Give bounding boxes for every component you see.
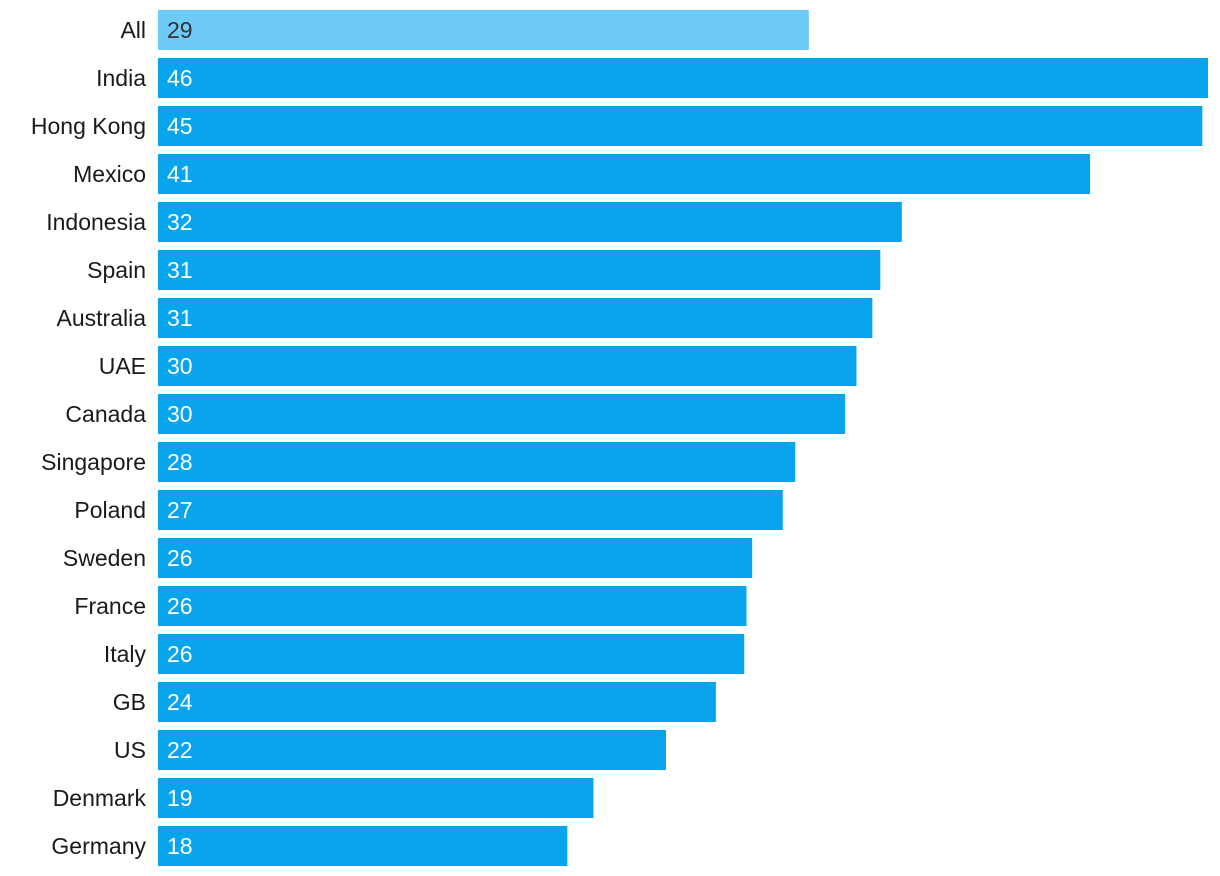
value-label-singapore: 28 [167,449,193,475]
value-label-uae: 30 [167,353,193,379]
bar-hong-kong [158,106,1203,146]
bar-all [158,10,809,50]
value-label-hong-kong: 45 [167,113,193,139]
bar-row-australia: Australia 31 [57,298,873,338]
bar-row-france: France 26 [74,586,747,626]
bar-row-us: US 22 [114,730,666,770]
category-label-france: France [74,593,146,619]
bar-row-india: India 46 [96,58,1208,98]
bar-row-canada: Canada 30 [65,394,846,434]
value-label-gb: 24 [167,689,193,715]
value-label-spain: 31 [167,257,193,283]
category-label-australia: Australia [57,305,147,331]
category-label-singapore: Singapore [41,449,146,475]
category-label-italy: Italy [104,641,147,667]
bar-row-hong-kong: Hong Kong 45 [31,106,1203,146]
bar-row-gb: GB 24 [113,682,716,722]
bar-row-all: All 29 [120,10,809,50]
bar-row-indonesia: Indonesia 32 [46,202,902,242]
value-label-denmark: 19 [167,785,193,811]
value-label-mexico: 41 [167,161,193,187]
bar-germany [158,826,568,866]
value-label-all: 29 [167,17,193,43]
category-label-germany: Germany [51,833,146,859]
value-label-sweden: 26 [167,545,193,571]
value-label-indonesia: 32 [167,209,193,235]
bar-gb [158,682,716,722]
value-label-canada: 30 [167,401,193,427]
bar-row-mexico: Mexico 41 [73,154,1091,194]
bar-us [158,730,666,770]
bar-france [158,586,747,626]
bar-australia [158,298,873,338]
category-label-uae: UAE [99,353,146,379]
bar-row-sweden: Sweden 26 [63,538,753,578]
bar-uae [158,346,857,386]
bar-row-spain: Spain 31 [87,250,881,290]
category-label-canada: Canada [65,401,146,427]
value-label-poland: 27 [167,497,193,523]
category-label-spain: Spain [87,257,146,283]
category-label-sweden: Sweden [63,545,146,571]
bar-spain [158,250,881,290]
category-label-mexico: Mexico [73,161,146,187]
bar-singapore [158,442,796,482]
category-label-poland: Poland [74,497,146,523]
value-label-france: 26 [167,593,193,619]
bar-denmark [158,778,594,818]
bar-italy [158,634,745,674]
category-label-all: All [120,17,146,43]
bar-canada [158,394,846,434]
category-label-denmark: Denmark [53,785,147,811]
category-label-us: US [114,737,146,763]
category-label-gb: GB [113,689,146,715]
value-label-india: 46 [167,65,193,91]
bar-row-denmark: Denmark 19 [53,778,594,818]
value-label-italy: 26 [167,641,193,667]
bar-indonesia [158,202,902,242]
value-label-germany: 18 [167,833,193,859]
bar-row-singapore: Singapore 28 [41,442,796,482]
bar-row-germany: Germany 18 [51,826,568,866]
value-label-us: 22 [167,737,193,763]
bar-row-italy: Italy 26 [104,634,745,674]
value-label-australia: 31 [167,305,193,331]
bar-row-uae: UAE 30 [99,346,857,386]
bar-poland [158,490,783,530]
category-label-india: India [96,65,146,91]
category-label-indonesia: Indonesia [46,209,146,235]
bar-mexico [158,154,1091,194]
bar-sweden [158,538,753,578]
bar-india [158,58,1208,98]
bar-row-poland: Poland 27 [74,490,783,530]
category-label-hong-kong: Hong Kong [31,113,146,139]
